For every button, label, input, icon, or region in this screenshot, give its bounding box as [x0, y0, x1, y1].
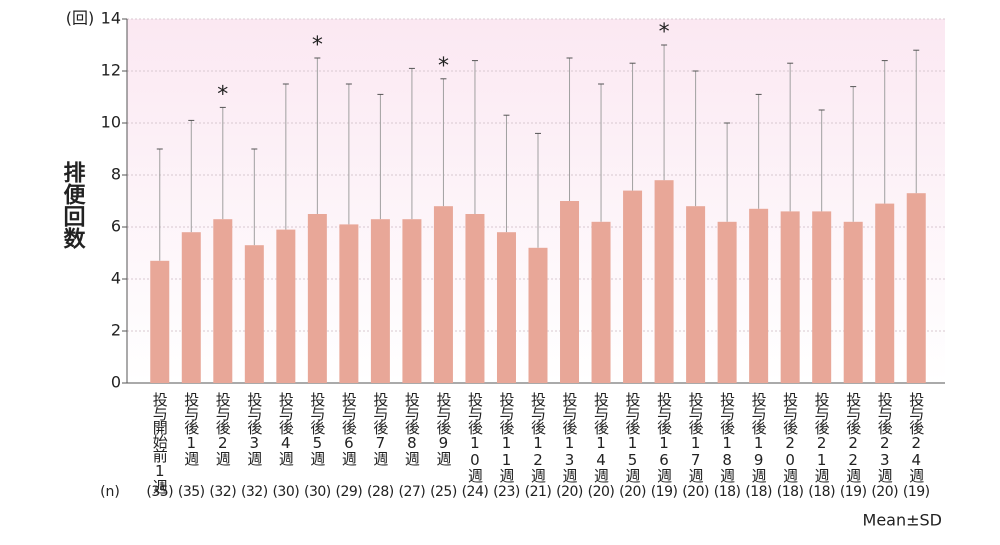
y-tick-label: 8	[111, 165, 121, 184]
bar	[465, 214, 485, 383]
n-label: (20)	[619, 484, 646, 500]
x-tick-label: 投与後16週	[655, 392, 673, 484]
x-tick-label: 投与後1週	[182, 392, 200, 467]
n-label: (21)	[525, 484, 552, 500]
n-label: (27)	[399, 484, 426, 500]
x-tick-label: 投与後20週	[781, 392, 799, 484]
significance-marker: *	[312, 33, 323, 58]
x-tick-label: 投与後12週	[529, 392, 547, 484]
n-label: (18)	[714, 484, 741, 500]
x-tick-label: 投与後24週	[907, 392, 925, 484]
bar	[654, 180, 674, 383]
x-tick-label: 投与後15週	[624, 392, 642, 484]
n-label: (19)	[903, 484, 930, 500]
bar	[717, 221, 737, 383]
x-tick-label: 投与後13週	[561, 392, 579, 484]
bar	[213, 219, 233, 383]
bar	[370, 219, 390, 383]
significance-marker: *	[659, 20, 670, 45]
n-label: (30)	[272, 484, 299, 500]
y-tick-label: 4	[111, 269, 121, 288]
y-tick-label: 14	[101, 9, 121, 28]
bar	[181, 232, 201, 383]
x-tick-label: 投与後2週	[214, 392, 232, 467]
x-tick-label: 投与後22週	[844, 392, 862, 484]
bar	[780, 211, 800, 383]
n-label: (19)	[840, 484, 867, 500]
y-tick-label: 6	[111, 217, 121, 236]
y-tick-label: 0	[111, 373, 121, 392]
bar	[339, 224, 359, 383]
significance-marker: *	[438, 54, 449, 79]
significance-marker: *	[217, 82, 228, 107]
bar	[749, 208, 769, 383]
bar	[906, 193, 926, 383]
n-label: (24)	[462, 484, 489, 500]
n-label: (35)	[178, 484, 205, 500]
n-label: (20)	[682, 484, 709, 500]
y-tick-label: 10	[101, 113, 121, 132]
x-tick-label: 投与後8週	[403, 392, 421, 467]
bar	[623, 190, 643, 383]
x-tick-label: 投与後9週	[434, 392, 452, 467]
x-tick-label: 投与後14週	[592, 392, 610, 484]
n-label: (25)	[430, 484, 457, 500]
n-label: (30)	[304, 484, 331, 500]
bar	[560, 201, 580, 383]
n-label: (20)	[871, 484, 898, 500]
y-tick-label: 12	[101, 61, 121, 80]
bar	[276, 229, 296, 383]
n-header: (n)	[100, 484, 120, 500]
x-tick-label: 投与後3週	[245, 392, 263, 467]
bar	[307, 214, 327, 383]
bar	[433, 206, 453, 383]
note: Mean±SD	[863, 511, 942, 530]
bar	[150, 260, 170, 383]
n-label: (23)	[493, 484, 520, 500]
x-tick-label: 投与後19週	[750, 392, 768, 484]
x-tick-label: 投与後10週	[466, 392, 484, 484]
x-tick-label: 投与後18週	[718, 392, 736, 484]
bar	[591, 221, 611, 383]
bar	[875, 203, 895, 383]
x-tick-label: 投与後17週	[687, 392, 705, 484]
n-label: (20)	[588, 484, 615, 500]
x-tick-label: 投与後11週	[497, 392, 515, 484]
n-label: (35)	[146, 484, 173, 500]
bar	[686, 206, 706, 383]
x-tick-label: 投与後6週	[340, 392, 358, 467]
bar	[244, 245, 264, 383]
bar	[843, 221, 863, 383]
n-label: (32)	[209, 484, 236, 500]
n-label: (32)	[241, 484, 268, 500]
n-label: (29)	[336, 484, 363, 500]
x-tick-label: 投与後4週	[277, 392, 295, 467]
y-tick-label: 2	[111, 321, 121, 340]
x-tick-label: 投与開始前1週	[151, 392, 169, 495]
n-label: (20)	[556, 484, 583, 500]
n-label: (18)	[808, 484, 835, 500]
bar	[528, 247, 548, 383]
n-label: (28)	[367, 484, 394, 500]
n-label: (19)	[651, 484, 678, 500]
x-tick-label: 投与後5週	[308, 392, 326, 467]
x-tick-label: 投与後21週	[813, 392, 831, 484]
n-label: (18)	[777, 484, 804, 500]
bar	[812, 211, 832, 383]
y-axis-title: 排便回数	[60, 161, 86, 250]
x-tick-label: 投与後23週	[876, 392, 894, 484]
x-tick-label: 投与後7週	[371, 392, 389, 467]
bar	[402, 219, 422, 383]
bar	[496, 232, 516, 383]
y-unit: (回)	[66, 9, 95, 28]
n-label: (18)	[745, 484, 772, 500]
